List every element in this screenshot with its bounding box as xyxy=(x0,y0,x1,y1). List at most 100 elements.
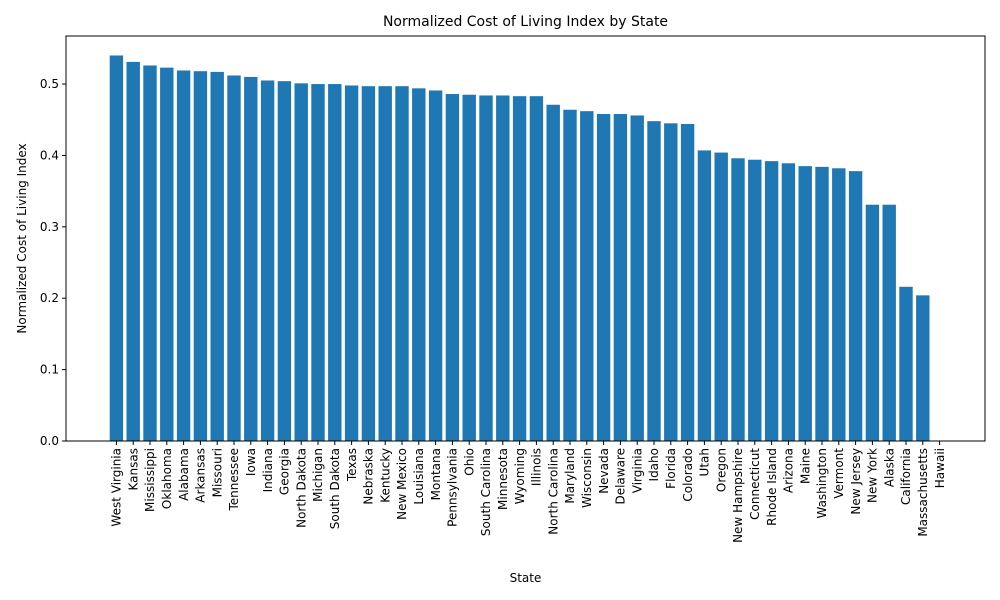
x-tick-label: Utah xyxy=(698,448,712,476)
bar-california xyxy=(899,286,913,441)
x-tick-label: New Hampshire xyxy=(731,448,745,543)
x-tick-label: Idaho xyxy=(647,448,661,481)
bar-massachusetts xyxy=(916,295,930,441)
bar-arkansas xyxy=(193,71,208,441)
bar-kentucky xyxy=(378,86,392,441)
bar-nebraska xyxy=(361,86,376,441)
x-tick-label: Virginia xyxy=(630,448,644,493)
x-tick-label: Kentucky xyxy=(378,448,392,503)
y-tick-label: 0.5 xyxy=(40,77,59,91)
x-tick-label: Vermont xyxy=(832,448,846,499)
x-tick-label: Arkansas xyxy=(194,448,208,503)
x-tick-label: Louisiana xyxy=(412,448,426,505)
y-tick-label: 0.1 xyxy=(40,363,59,377)
y-tick-label: 0.3 xyxy=(40,220,59,234)
y-axis: 0.0 0.1 0.2 0.3 0.4 0.5 xyxy=(40,77,66,448)
bar-virginia xyxy=(630,115,644,442)
x-tick-label: Oklahoma xyxy=(160,448,174,509)
bar-kansas xyxy=(126,61,140,441)
bar-oklahoma xyxy=(160,67,174,441)
bar-pennsylvania xyxy=(445,94,460,441)
plot-frame xyxy=(65,35,986,442)
bar-texas xyxy=(344,85,359,441)
bar-new-mexico xyxy=(395,86,409,441)
x-tick-label: Tennessee xyxy=(227,448,241,512)
bar-oregon xyxy=(714,152,728,441)
bar-minnesota xyxy=(496,95,510,441)
x-tick-label: Rhode Island xyxy=(765,448,779,526)
bar-connecticut xyxy=(748,159,762,441)
bar-utah xyxy=(697,150,712,441)
bar-north-carolina xyxy=(546,104,560,441)
x-tick-label: New York xyxy=(866,448,880,503)
bar-tennessee xyxy=(227,75,241,441)
bar-wyoming xyxy=(512,96,527,442)
x-tick-label: Nevada xyxy=(597,448,611,494)
x-tick-label: Arizona xyxy=(782,448,796,493)
y-tick-label: 0.2 xyxy=(40,291,59,305)
x-tick-label: Wyoming xyxy=(513,448,527,504)
bar-maryland xyxy=(563,109,577,441)
x-tick-label: Massachusetts xyxy=(916,448,930,537)
x-tick-label: Colorado xyxy=(681,448,695,502)
x-axis-label: State xyxy=(510,571,542,585)
bar-indiana xyxy=(260,80,275,441)
x-tick-label: Maine xyxy=(798,448,812,484)
x-tick-label: West Virginia xyxy=(110,448,124,527)
x-tick-label: Hawaii xyxy=(933,448,947,488)
x-tick-label: New Jersey xyxy=(849,448,863,515)
x-tick-label: Indiana xyxy=(261,448,275,492)
x-tick-label: Michigan xyxy=(311,448,325,502)
bar-alaska xyxy=(882,204,896,441)
x-tick-label: Alaska xyxy=(882,448,896,487)
x-tick-label: Illinois xyxy=(530,448,544,486)
x-axis: West Virginia Kansas Mississippi Oklahoma Al… xyxy=(110,441,947,543)
bar-iowa xyxy=(244,76,258,441)
x-tick-label: South Dakota xyxy=(328,448,342,529)
x-tick-label: California xyxy=(899,448,913,505)
bar-missouri xyxy=(210,71,224,441)
bar-alabama xyxy=(176,70,191,441)
bar-georgia xyxy=(277,81,292,441)
bar-idaho xyxy=(647,121,661,442)
x-tick-label: Connecticut xyxy=(748,448,762,520)
bar-south-dakota xyxy=(328,84,342,442)
bar-new-hampshire xyxy=(731,158,745,442)
x-tick-label: Texas xyxy=(345,448,359,482)
bar-ohio xyxy=(462,94,476,441)
x-tick-label: North Carolina xyxy=(546,448,560,535)
bar-north-dakota xyxy=(294,83,308,441)
bar-mississippi xyxy=(143,65,157,441)
bar-montana xyxy=(428,90,443,441)
x-tick-label: Maryland xyxy=(563,448,577,504)
x-tick-label: Georgia xyxy=(278,448,292,495)
bar-washington xyxy=(815,166,829,442)
bar-maine xyxy=(798,166,812,441)
bar-michigan xyxy=(311,84,325,442)
bar-nevada xyxy=(596,114,611,441)
x-tick-label: Delaware xyxy=(614,448,628,505)
chart-title: Normalized Cost of Living Index by State xyxy=(383,14,668,30)
x-tick-label: Iowa xyxy=(244,448,258,476)
bar-louisiana xyxy=(412,88,426,441)
bar-new-york xyxy=(865,204,880,441)
y-tick-label: 0.0 xyxy=(40,434,59,448)
x-tick-label: Montana xyxy=(429,448,443,500)
bar-wisconsin xyxy=(580,111,594,442)
x-tick-label: North Dakota xyxy=(294,448,308,528)
x-tick-label: Missouri xyxy=(210,448,224,497)
bars xyxy=(109,55,930,442)
bar-south-carolina xyxy=(479,95,493,441)
x-tick-label: Pennsylvania xyxy=(446,448,460,527)
x-tick-label: Washington xyxy=(815,448,829,519)
bar-vermont xyxy=(832,168,846,442)
x-tick-label: Nebraska xyxy=(362,448,376,505)
x-tick-label: Minnesota xyxy=(496,448,510,510)
bar-illinois xyxy=(529,96,544,442)
bar-west-virginia xyxy=(109,55,124,442)
x-tick-label: Mississippi xyxy=(143,448,157,512)
x-tick-label: South Carolina xyxy=(479,448,493,536)
x-tick-label: New Mexico xyxy=(395,448,409,520)
bar-colorado xyxy=(680,124,695,442)
